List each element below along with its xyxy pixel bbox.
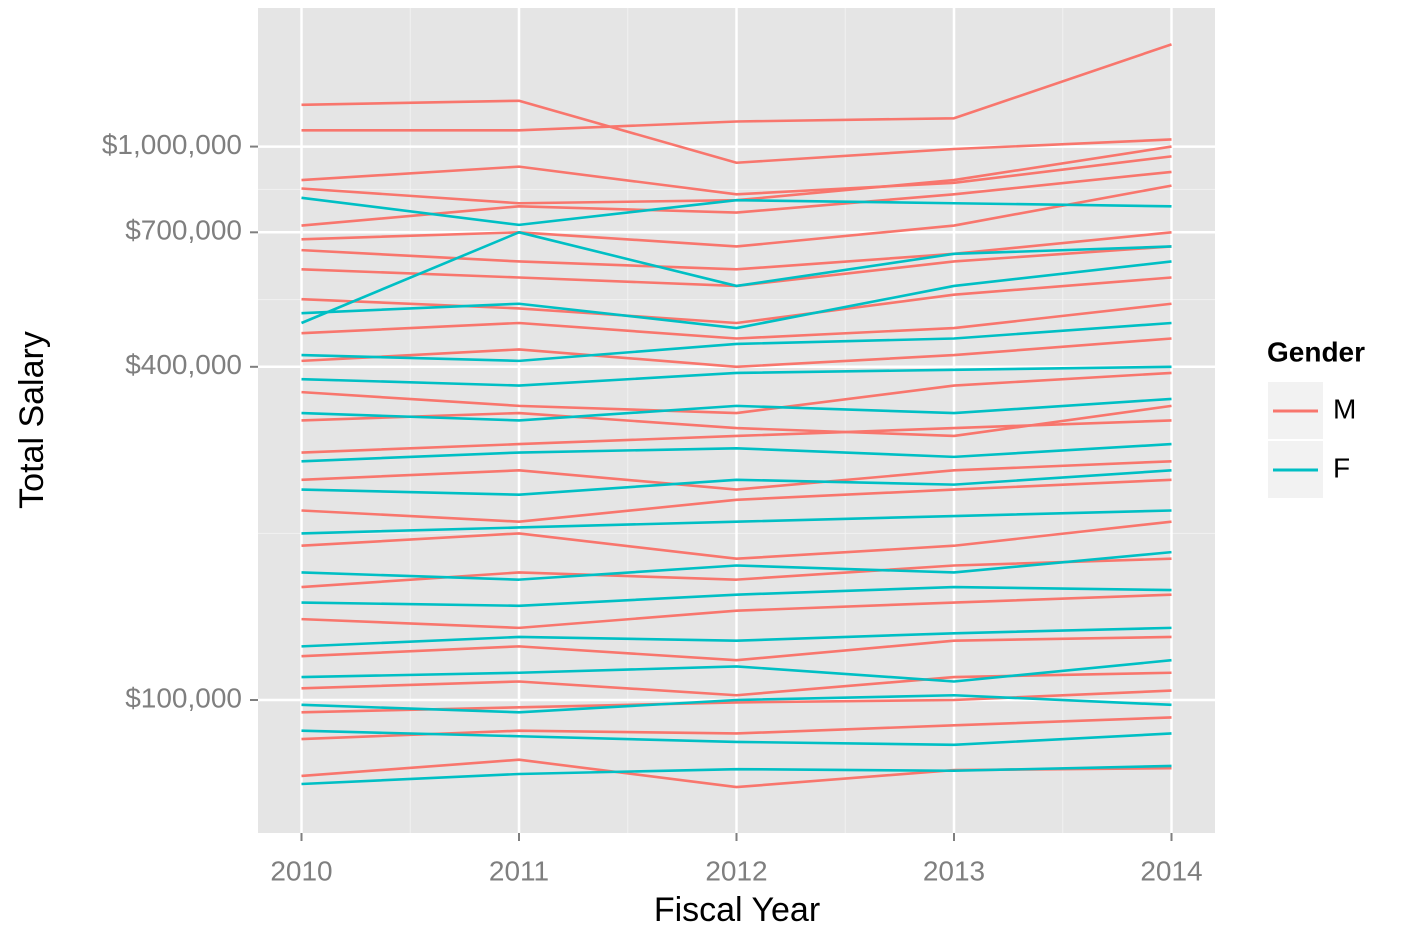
salary-line	[301, 729, 1172, 747]
y-tick-label: $400,000	[125, 349, 242, 380]
salary-line	[301, 337, 1172, 369]
salary-line	[301, 459, 1172, 491]
salary-line	[301, 184, 1172, 248]
legend-label: F	[1333, 452, 1350, 483]
salary-line	[301, 764, 1172, 786]
x-tick-label: 2012	[705, 855, 767, 886]
y-tick-label: $700,000	[125, 215, 242, 246]
salary-line	[301, 593, 1172, 630]
salary-line	[301, 550, 1172, 581]
salary-line	[301, 419, 1172, 454]
x-tick-label: 2010	[270, 855, 332, 886]
salary-line	[301, 585, 1172, 608]
salary-line	[301, 397, 1172, 422]
salary-line	[301, 520, 1172, 561]
x-tick-label: 2014	[1140, 855, 1202, 886]
y-tick-label: $100,000	[125, 682, 242, 713]
salary-line	[301, 302, 1172, 340]
salary-line	[301, 693, 1172, 714]
legend-label: M	[1333, 393, 1356, 424]
salary-line	[301, 509, 1172, 535]
salary-line	[301, 469, 1172, 496]
salary-line	[300, 231, 1172, 325]
salary-line	[301, 231, 1172, 271]
x-tick-label: 2013	[923, 855, 985, 886]
salary-line	[301, 170, 1172, 227]
x-axis-title: Fiscal Year	[654, 891, 820, 929]
salary-line	[301, 155, 1172, 196]
salary-line	[301, 99, 1172, 165]
salary-line	[301, 626, 1172, 648]
salary-line	[301, 43, 1172, 132]
legend-title: Gender	[1267, 336, 1365, 367]
y-axis-title: Total Salary	[13, 331, 51, 509]
salary-line	[301, 260, 1172, 330]
salary-line	[301, 321, 1172, 363]
salary-line	[301, 442, 1172, 463]
salary-line	[301, 635, 1172, 662]
salary-line	[301, 478, 1172, 523]
salary-line	[301, 658, 1172, 683]
y-tick-label: $1,000,000	[102, 129, 242, 160]
x-tick-label: 2011	[489, 855, 549, 886]
salary-line	[301, 365, 1172, 387]
salary-line	[301, 196, 1172, 227]
salary-line	[301, 371, 1172, 415]
salary-line	[301, 276, 1172, 325]
